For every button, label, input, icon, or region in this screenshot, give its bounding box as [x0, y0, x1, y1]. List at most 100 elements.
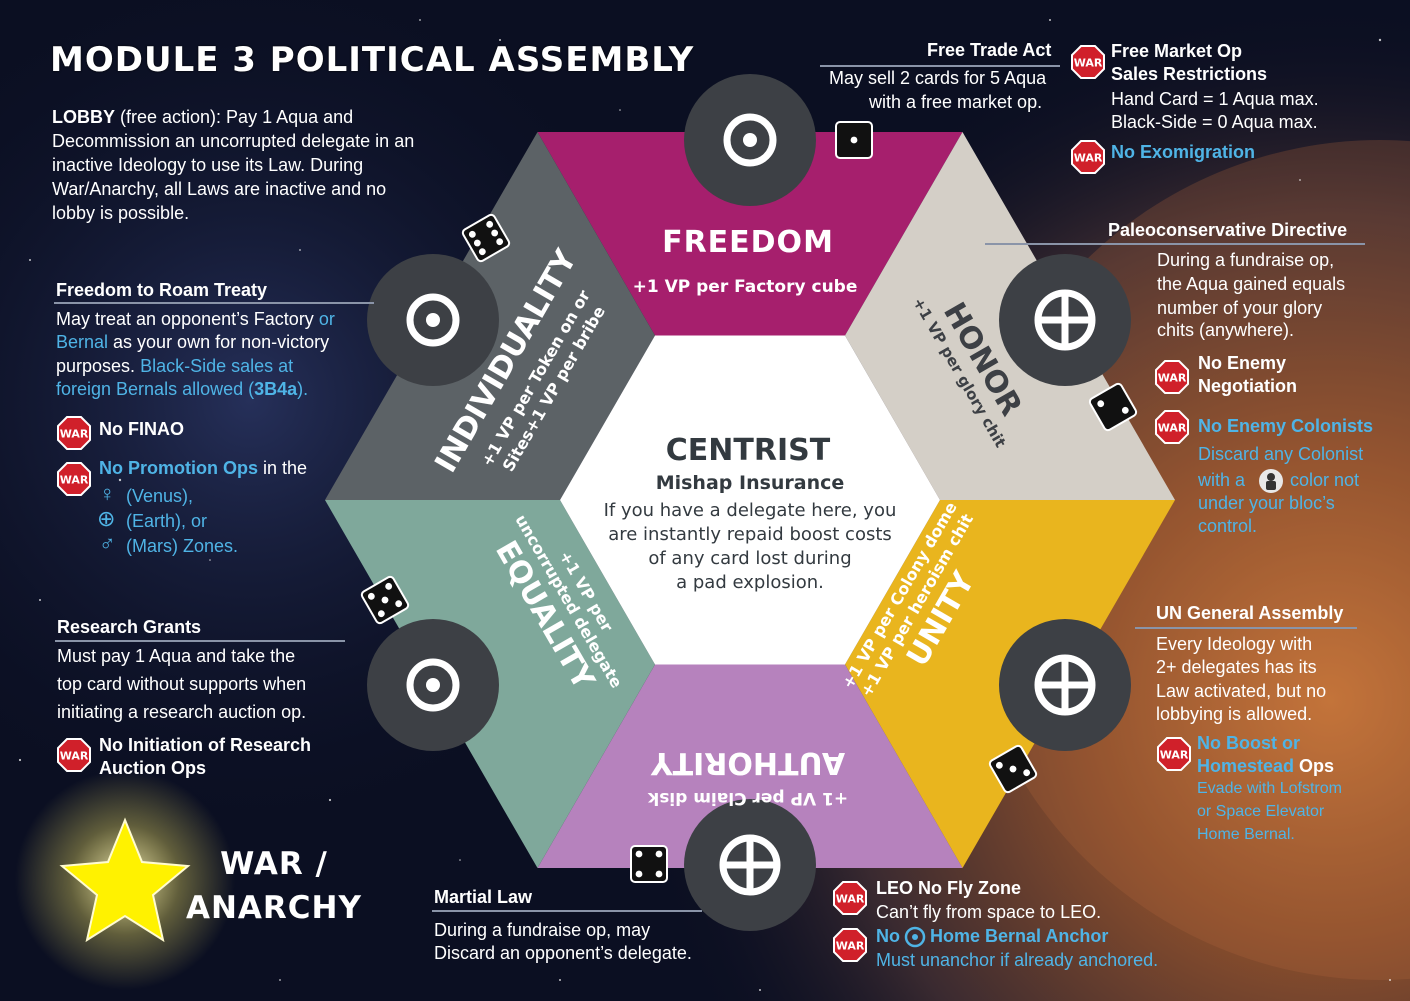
roam-line-3a: purposes. [56, 356, 136, 376]
free-trade-line-1: May sell 2 cards for 5 Aqua [829, 68, 1047, 88]
war-anarchy-line-1: WAR / [220, 846, 328, 882]
freedom-name: FREEDOM [662, 225, 834, 260]
centrist-line-3: of any card lost during [648, 548, 851, 569]
colonists-line-2b: color not [1290, 470, 1360, 490]
free-market-line-1: Hand Card = 1 Aqua max. [1111, 89, 1319, 109]
centrist-segment [560, 335, 940, 665]
free-trade-rule [820, 65, 1060, 67]
lobby-label: LOBBY [52, 107, 115, 127]
research-line-1: Must pay 1 Aqua and take the [57, 646, 296, 666]
equality-medallion-symbol [406, 658, 460, 712]
die-one-icon [835, 121, 873, 159]
war-stop-icon: WAR [57, 416, 91, 450]
no-enemy-negotiation-2: Negotiation [1198, 376, 1297, 396]
research-line-3: initiating a research auction op. [57, 702, 307, 722]
svg-text:WAR: WAR [1158, 372, 1187, 385]
martial-rule [432, 910, 702, 912]
colonists-line-4: control. [1198, 516, 1258, 536]
paleo-rule [985, 243, 1365, 245]
roam-line-1a: May treat an opponent’s Factory [56, 309, 314, 329]
authority-bonus: +1 VP per Claim disk [647, 788, 848, 808]
svg-text:WAR: WAR [60, 428, 89, 441]
leo-no-fly: LEO No Fly Zone [876, 878, 1022, 898]
martial-title: Martial Law [434, 887, 533, 907]
colonist-icon [1259, 469, 1283, 493]
no-home-bernal-b: Home Bernal Anchor [930, 926, 1109, 946]
svg-text:WAR: WAR [1158, 422, 1187, 435]
un-rule [1135, 627, 1357, 629]
evade-line-1: Evade with Lofstrom [1197, 780, 1342, 797]
zone-mars-icon: ♂ [99, 531, 116, 556]
roam-line-3: purposes. Black-Side sales at [56, 354, 293, 378]
bernal-icon [904, 926, 926, 948]
paleo-line-2: the Aqua gained equals [1157, 274, 1346, 294]
unanchor-line: Must unanchor if already anchored. [876, 950, 1159, 970]
page-title: MODULE 3 POLITICAL ASSEMBLY [50, 40, 695, 80]
paleo-line-4: chits (anywhere). [1157, 320, 1295, 340]
roam-line-1b: or [313, 309, 335, 329]
die-two-icon [1088, 382, 1138, 432]
free-trade-line-2: with a free market op. [869, 92, 1043, 112]
colonists-line-1: Discard any Colonist [1198, 444, 1364, 464]
ops: Ops [1294, 756, 1335, 776]
individuality-medallion-symbol [406, 293, 460, 347]
zone-earth: (Earth), or [126, 511, 208, 531]
die-three-icon [988, 744, 1038, 794]
war-stop-icon: WAR [833, 881, 867, 915]
no-enemy-colonists: No Enemy Colonists [1198, 416, 1374, 436]
freedom-medallion-symbol [723, 113, 777, 167]
war-stop-icon: WAR [1157, 737, 1191, 771]
roam-line-4: foreign Bernals allowed (3B4a). [56, 377, 308, 401]
no-promotion-a: No Promotion Ops [99, 458, 258, 478]
roam-rule [54, 302, 374, 304]
war-stop-icon: WAR [1155, 360, 1189, 394]
no-boost-or: or [1277, 733, 1301, 753]
zone-venus-icon: ♀ [99, 481, 116, 506]
paleo-line-3: number of your glory [1157, 298, 1323, 318]
freedom-bonus: +1 VP per Factory cube [633, 277, 858, 297]
war-stop-icon: WAR [57, 462, 91, 496]
individuality-medallion-dot [426, 313, 440, 327]
die-four-icon [630, 845, 668, 883]
evade-line-2: or Space Elevator [1197, 803, 1325, 820]
no-initiation-2: Auction Ops [99, 758, 206, 778]
war-stop-icon: WAR [1071, 45, 1105, 79]
authority-label: AUTHORITY +1 VP per Claim disk [647, 745, 848, 808]
martial-line-2: Discard an opponent’s delegate. [434, 943, 692, 963]
war-anarchy-label: WAR / ANARCHY [186, 842, 362, 930]
war-stop-icon: WAR [1071, 140, 1105, 174]
un-line-4: lobbying is allowed. [1156, 704, 1313, 724]
colonists-line-3: under your bloc’s [1198, 493, 1335, 513]
authority-name: AUTHORITY [650, 745, 845, 780]
un-line-2: 2+ delegates has its [1156, 657, 1317, 677]
research-title: Research Grants [57, 617, 202, 637]
free-trade-title: Free Trade Act [927, 40, 1052, 60]
roam-line-3b: Black-Side sales at [135, 356, 294, 376]
research-line-2: top card without supports when [57, 674, 307, 694]
centrist-subtitle: Mishap Insurance [656, 472, 845, 494]
free-market-title-1: Free Market Op [1111, 41, 1243, 61]
star-icon [59, 817, 191, 943]
centrist-name: CENTRIST [666, 433, 831, 468]
no-promotion-ops: No Promotion Ops in the [99, 458, 307, 479]
no-initiation-1: No Initiation of Research [99, 735, 312, 755]
war-anarchy-line-2: ANARCHY [186, 890, 362, 926]
svg-text:WAR: WAR [1074, 57, 1103, 70]
homestead: Homestead [1197, 756, 1295, 776]
roam-line-2: Bernal as your own for non-victory [56, 330, 329, 354]
lobby-qualifier: (free action): [115, 107, 222, 127]
freedom-segment [537, 131, 963, 336]
roam-line-1: May treat an opponent’s Factory or [56, 307, 335, 331]
equality-medallion-dot [426, 678, 440, 692]
roam-line-4a: foreign Bernals allowed ( [56, 379, 255, 399]
zone-venus: (Venus), [126, 486, 194, 506]
war-stop-icon: WAR [833, 928, 867, 962]
svg-text:WAR: WAR [836, 893, 865, 906]
lobby-rule: LOBBY (free action): Pay 1 Aqua and Deco… [52, 105, 432, 225]
die-five-icon [360, 575, 410, 625]
svg-text:WAR: WAR [60, 474, 89, 487]
centrist-line-1: If you have a delegate here, you [604, 500, 897, 521]
no-enemy-negotiation-1: No Enemy [1198, 353, 1287, 373]
no-boost: No Boost [1197, 733, 1277, 753]
